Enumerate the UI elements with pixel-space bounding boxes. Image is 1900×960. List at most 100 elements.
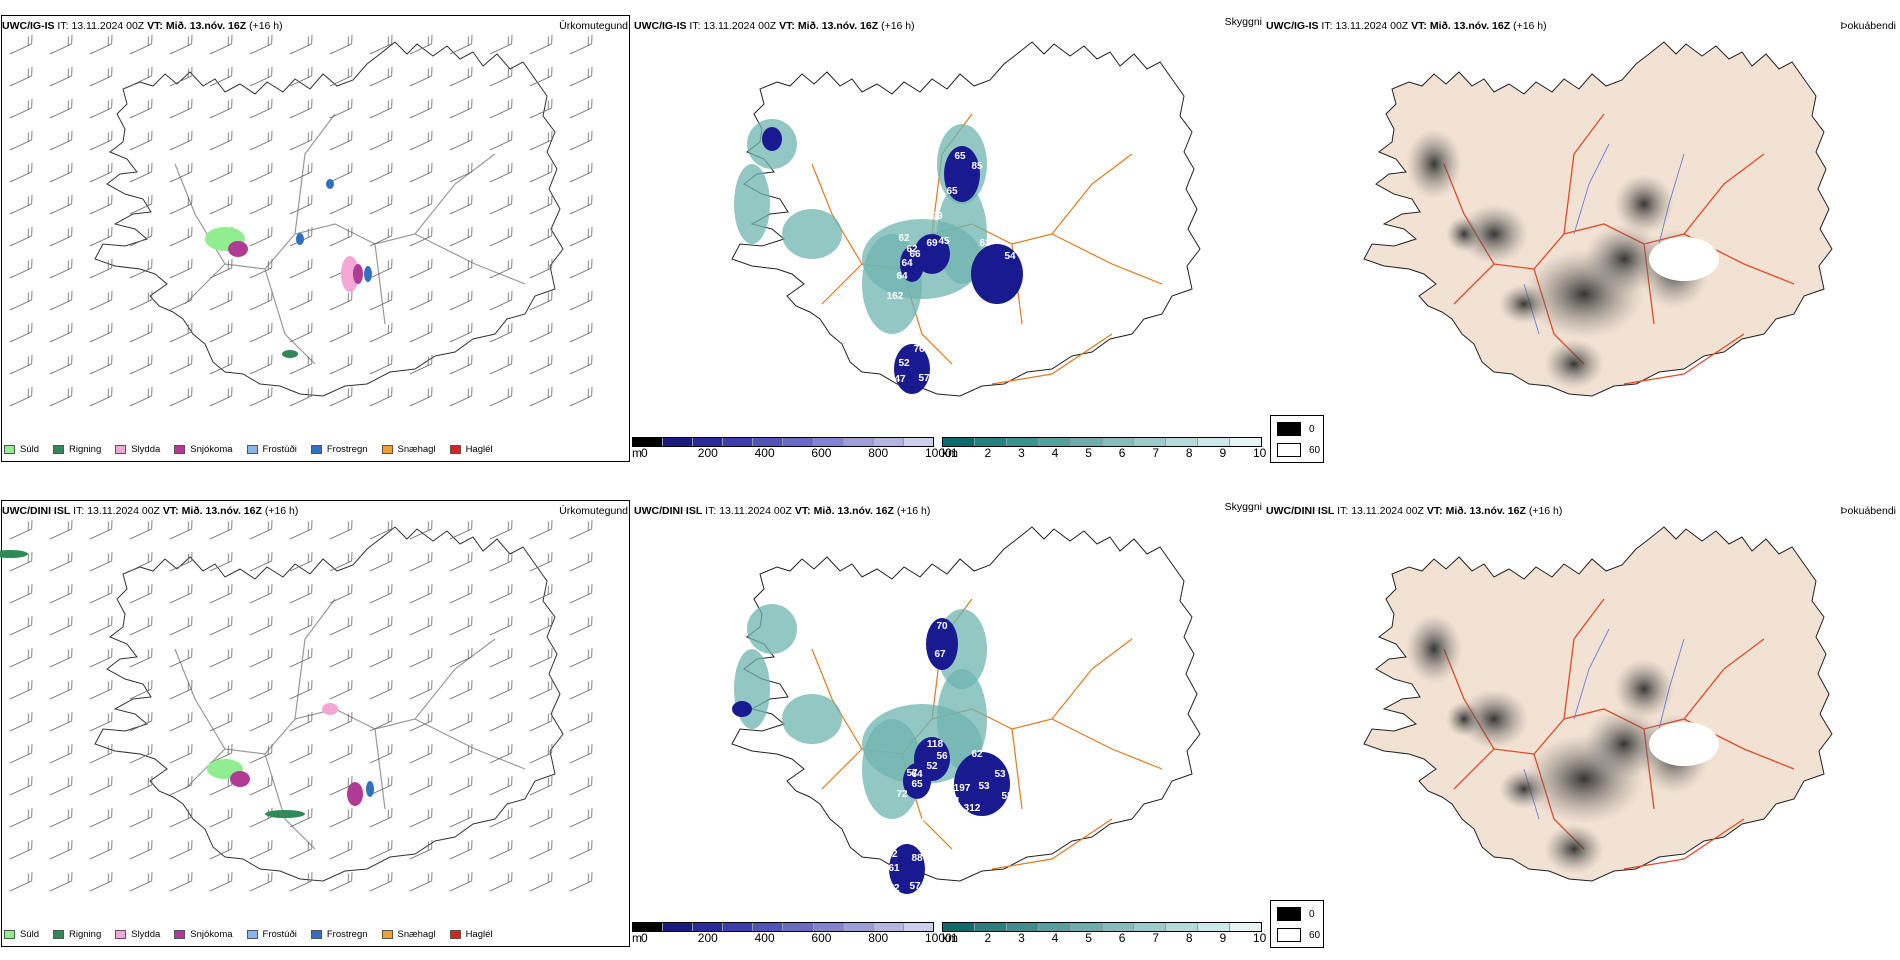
colorbar-tick-label: 8 (1185, 446, 1193, 460)
colorbar (632, 922, 934, 932)
colorbar-segment (1166, 923, 1199, 931)
fog-legend-swatch (1277, 422, 1301, 436)
colorbar-unit: m (632, 446, 642, 460)
fog-map (1363, 526, 1833, 882)
ceiling-value-label: 62 (971, 749, 983, 760)
precip-map (0, 519, 593, 892)
colorbar-segment (1070, 438, 1103, 446)
colorbar-tick-label: 5 (1085, 931, 1092, 945)
ceiling-value-label: 69 (926, 238, 938, 249)
legend-swatch (174, 445, 186, 454)
colorbar-segment (723, 438, 754, 446)
colorbar-tick-label: 3 (1018, 931, 1025, 945)
fog-map (1363, 41, 1833, 397)
legend-item: Frostúði (246, 444, 297, 455)
product-name: Úrkomutegund (559, 20, 628, 32)
colorbar-segment (974, 923, 1007, 931)
ceiling-value-label: 52 (888, 883, 900, 894)
ceiling-value-label: 66 (909, 249, 921, 260)
legend-label: Rigning (69, 929, 102, 940)
legend-swatch (246, 445, 258, 454)
colorbar-tick-label: 6 (1118, 931, 1126, 945)
colorbar-tick-label: 400 (754, 446, 775, 460)
colorbar-segment (783, 438, 814, 446)
ceiling-value-label: 99 (931, 211, 943, 222)
legend-swatch (115, 445, 127, 454)
colorbar-segment (843, 923, 874, 931)
visibility-panel: UWC/DINI ISL IT: 13.11.2024 00Z VT: Mið.… (632, 485, 1264, 950)
ceiling-value-label: 113 (959, 818, 976, 829)
colorbar-segment (873, 923, 904, 931)
colorbar-unit: m (632, 931, 642, 945)
colorbar-tick-label: 800 (868, 931, 889, 945)
ceiling-value-label: 62 (898, 233, 910, 244)
panel-title: UWC/DINI ISL IT: 13.11.2024 00Z VT: Mið.… (2, 505, 299, 517)
colorbar-segment (1134, 923, 1167, 931)
ceiling-value-label: 118 (927, 739, 944, 750)
colorbar-segment (813, 438, 844, 446)
colorbar-tick-label: 1 (951, 446, 958, 460)
legend-label: Snjókoma (190, 929, 233, 940)
colorbar-segment (943, 438, 975, 446)
colorbar-segment (873, 438, 904, 446)
colorbar-tick-label: 8 (1185, 931, 1193, 945)
legend-item: Rigning (53, 929, 101, 940)
forecast-row-2: UWC/DINI ISL IT: 13.11.2024 00Z VT: Mið.… (0, 485, 1900, 960)
colorbar-segment (633, 923, 664, 931)
fog-legend-label: 60 (1309, 445, 1321, 456)
legend-swatch (381, 930, 393, 939)
legend-swatch (4, 445, 15, 454)
ceiling-value-label: 58 (1001, 791, 1013, 802)
colorbar-segment (693, 438, 724, 446)
colorbar-segment (1102, 923, 1135, 931)
ceiling-value-label: 63 (979, 238, 991, 249)
colorbar-segment (1198, 438, 1231, 446)
colorbar-unit: km (942, 931, 958, 945)
colorbar-segment (663, 438, 694, 446)
legend-item: Haglél (449, 444, 493, 455)
fog-panel: UWC/IG-IS IT: 13.11.2024 00Z VT: Mið. 13… (1264, 0, 1900, 465)
colorbar-tick-label: 9 (1219, 446, 1227, 460)
colorbar-tick-label: 10 (1253, 446, 1267, 460)
colorbar-tick-label: 2 (984, 931, 992, 945)
ceiling-value-label: 197 (954, 783, 971, 794)
legend-label: Frostúði (262, 929, 297, 940)
legend-item: Snæhagl (381, 929, 436, 940)
legend-label: Frostúði (262, 444, 297, 455)
ceiling-value-label: 18 (961, 314, 973, 325)
colorbar-segment (693, 923, 724, 931)
colorbar-tick-label: 800 (868, 446, 889, 460)
colorbar-tick-label: 10 (1253, 931, 1267, 945)
legend-item: Snjókoma (174, 929, 233, 940)
colorbar-tick-label: 6 (1118, 446, 1126, 460)
legend-item: Frostregn (310, 444, 368, 455)
visibility-panel: UWC/IG-IS IT: 13.11.2024 00Z VT: Mið. 13… (632, 0, 1264, 465)
colorbar-tick-label: 1000 (925, 446, 952, 460)
ceiling-value-label: 70 (936, 621, 948, 632)
ceiling-value-label: 140 (916, 814, 933, 825)
colorbar-tick-label: 3 (1018, 446, 1025, 460)
legend-swatch (310, 930, 322, 939)
ceiling-value-label: 65 (954, 151, 966, 162)
legend-item: Frostregn (310, 929, 368, 940)
colorbar-tick-label: 9 (1219, 931, 1227, 945)
legend-item: Súld (4, 929, 39, 940)
colorbar-tick-label: 7 (1152, 446, 1160, 460)
product-name: Skyggni (1224, 16, 1262, 28)
ceiling-value-label: 64 (896, 271, 908, 282)
legend-swatch (449, 445, 461, 454)
legend-swatch (53, 930, 65, 939)
ceiling-value-label: 62 (906, 244, 918, 255)
legend-label: Frostregn (326, 929, 368, 940)
ceiling-value-label: 57 (906, 768, 918, 779)
colorbar-segment (903, 923, 933, 931)
fog-legend-label: 60 (1309, 930, 1321, 941)
fog-legend-label: 0 (1309, 909, 1315, 920)
ceiling-value-label: 72 (896, 789, 908, 800)
ceiling-value-label: 57 (909, 881, 921, 892)
ceiling-value-label: 201 (944, 796, 961, 807)
colorbar-segment (1006, 438, 1039, 446)
visibility-map: 56 62535358197201312113641185257657214070… (731, 526, 1201, 894)
legend-label: Snæhagl (397, 929, 436, 940)
